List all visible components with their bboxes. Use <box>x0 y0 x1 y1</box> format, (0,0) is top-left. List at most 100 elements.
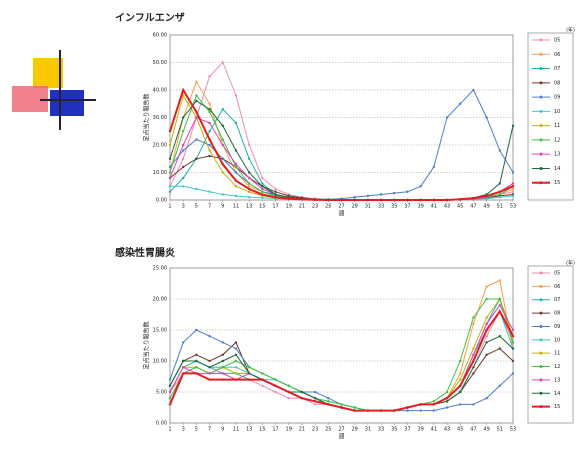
point <box>247 171 251 174</box>
x-tick-label: 43 <box>444 427 450 433</box>
point <box>459 197 462 201</box>
legend-label: 06 <box>554 284 560 290</box>
legend-marker <box>539 152 543 156</box>
point <box>472 359 475 363</box>
point <box>498 279 502 282</box>
x-tick-label: 9 <box>221 427 224 433</box>
point <box>459 390 462 394</box>
point <box>287 197 290 200</box>
point <box>300 397 304 400</box>
point <box>247 143 251 147</box>
legend-label: 08 <box>554 311 560 317</box>
point <box>234 372 238 375</box>
legend-marker <box>539 38 543 42</box>
point <box>221 372 224 375</box>
point <box>393 198 396 202</box>
legend-marker <box>539 52 543 56</box>
point <box>261 372 264 375</box>
point <box>498 335 502 338</box>
legend-marker <box>539 351 543 355</box>
point <box>181 372 185 375</box>
point <box>419 198 422 202</box>
point <box>511 347 515 350</box>
x-tick-label: 3 <box>182 204 185 210</box>
legend-label: 12 <box>554 137 560 143</box>
point <box>208 75 211 78</box>
point <box>221 138 224 141</box>
legend-marker <box>539 338 543 342</box>
point <box>485 297 488 301</box>
point <box>247 190 251 193</box>
point <box>498 149 502 152</box>
point <box>181 185 185 188</box>
point <box>181 130 185 133</box>
point <box>261 384 264 387</box>
x-tick-label: 7 <box>208 427 211 433</box>
legend-marker <box>539 271 543 275</box>
point <box>234 378 238 381</box>
y-tick-label: 20.00 <box>153 143 167 149</box>
point <box>208 110 211 114</box>
y-tick-label: 0.00 <box>156 421 167 427</box>
point <box>445 406 449 409</box>
point <box>168 165 172 169</box>
x-tick-label: 53 <box>510 204 516 210</box>
point <box>300 390 304 394</box>
x-tick-label: 5 <box>195 204 198 210</box>
legend-marker <box>539 124 543 128</box>
point <box>195 187 198 191</box>
point <box>234 179 238 182</box>
point <box>406 406 409 409</box>
x-tick-label: 21 <box>299 204 305 210</box>
point <box>261 190 264 193</box>
point <box>485 285 488 288</box>
point <box>419 403 422 406</box>
point <box>181 116 185 119</box>
point <box>234 185 238 188</box>
point <box>445 400 449 403</box>
point <box>247 366 251 369</box>
point <box>511 185 515 188</box>
x-tick-label: 29 <box>352 204 358 210</box>
point <box>313 390 317 394</box>
legend-label: 09 <box>554 324 560 330</box>
point <box>195 116 198 119</box>
point <box>181 341 185 344</box>
point <box>353 409 356 412</box>
point <box>221 171 224 174</box>
point <box>221 124 224 127</box>
point <box>168 143 172 147</box>
point <box>485 316 488 319</box>
point <box>498 297 502 301</box>
charts: インフルエンザ0.0010.0020.0030.0040.0050.0060.0… <box>115 12 575 441</box>
x-tick-label: 29 <box>352 427 358 433</box>
legend-label: 10 <box>554 337 560 343</box>
point <box>313 198 317 201</box>
point <box>313 397 317 400</box>
point <box>181 176 185 180</box>
point <box>247 176 251 180</box>
point <box>511 190 515 193</box>
point <box>498 182 502 185</box>
point <box>511 328 515 332</box>
point <box>432 403 436 406</box>
point <box>485 322 488 325</box>
point <box>432 400 436 403</box>
point <box>221 157 224 160</box>
point <box>287 390 290 394</box>
y-axis-label: 定点当たり報告数 <box>143 93 151 141</box>
point <box>221 353 224 356</box>
point <box>195 359 198 363</box>
point <box>472 353 475 356</box>
point <box>379 193 383 196</box>
x-tick-label: 11 <box>233 204 239 210</box>
point <box>445 116 449 119</box>
point <box>485 116 488 119</box>
point <box>195 138 198 141</box>
point <box>498 384 502 387</box>
x-tick-label: 37 <box>404 204 410 210</box>
legend-marker <box>539 181 543 185</box>
point <box>393 191 396 195</box>
x-tick-label: 1 <box>168 204 171 210</box>
